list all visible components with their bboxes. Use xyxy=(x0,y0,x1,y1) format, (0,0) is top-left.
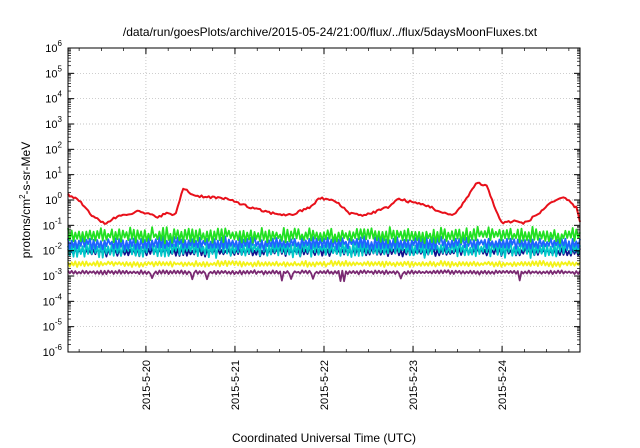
y-axis-label-superscript: 2 xyxy=(18,194,27,199)
y-tick-exponent: 6 xyxy=(58,39,63,48)
y-tick-exponent: -1 xyxy=(55,216,63,225)
y-tick-label: 105 xyxy=(45,64,62,80)
y-axis-label-part: -s-sr-MeV xyxy=(19,142,33,195)
y-tick-label: 102 xyxy=(45,140,62,156)
y-tick-label: 103 xyxy=(45,115,62,131)
y-tick-label: 10-4 xyxy=(43,292,63,308)
y-axis-label: protons/cm2-s-sr-MeV xyxy=(18,142,33,258)
y-tick-exponent: 0 xyxy=(58,191,63,200)
x-tick-label: 2015-5-23 xyxy=(408,360,420,410)
y-tick-exponent: 4 xyxy=(58,90,63,99)
y-tick-label: 101 xyxy=(45,166,62,182)
x-axis-label: Coordinated Universal Time (UTC) xyxy=(232,431,416,445)
series-line xyxy=(67,234,581,251)
y-axis: 10-610-510-410-310-210-11001011021031041… xyxy=(43,39,580,359)
series-line xyxy=(67,259,581,268)
y-tick-label: 100 xyxy=(45,191,62,207)
series-line xyxy=(67,269,581,283)
y-axis-label-part: protons/cm xyxy=(19,199,33,258)
y-tick-exponent: 2 xyxy=(58,140,63,149)
y-tick-exponent: 5 xyxy=(58,64,63,73)
y-tick-label: 104 xyxy=(45,90,62,106)
y-tick-exponent: -6 xyxy=(55,343,63,352)
y-tick-exponent: 3 xyxy=(58,115,63,124)
y-tick-exponent: -3 xyxy=(55,267,63,276)
x-tick-label: 2015-5-20 xyxy=(141,360,153,410)
y-tick-label: 10-1 xyxy=(43,216,63,232)
x-tick-label: 2015-5-22 xyxy=(319,360,331,410)
y-tick-label: 10-2 xyxy=(43,242,63,258)
series-line xyxy=(67,225,581,245)
y-tick-exponent: -5 xyxy=(55,318,63,327)
chart-title: /data/run/goesPlots/archive/2015-05-24/2… xyxy=(123,25,538,39)
x-tick-label: 2015-5-21 xyxy=(230,360,242,410)
y-tick-label: 10-3 xyxy=(43,267,63,283)
y-tick-exponent: -4 xyxy=(55,292,63,301)
x-axis: 2015-5-20 2015-5-21 2015-5-22 2015-5-23 2015… xyxy=(78,48,570,410)
y-tick-exponent: -2 xyxy=(55,242,63,251)
x-tick-label: 2015-5-24 xyxy=(497,360,509,410)
y-tick-label: 10-5 xyxy=(43,318,63,334)
y-tick-label: 106 xyxy=(45,39,62,55)
series-line xyxy=(67,181,581,225)
y-tick-label: 10-6 xyxy=(43,343,63,359)
series-group xyxy=(67,181,581,283)
y-tick-exponent: 1 xyxy=(58,166,63,175)
